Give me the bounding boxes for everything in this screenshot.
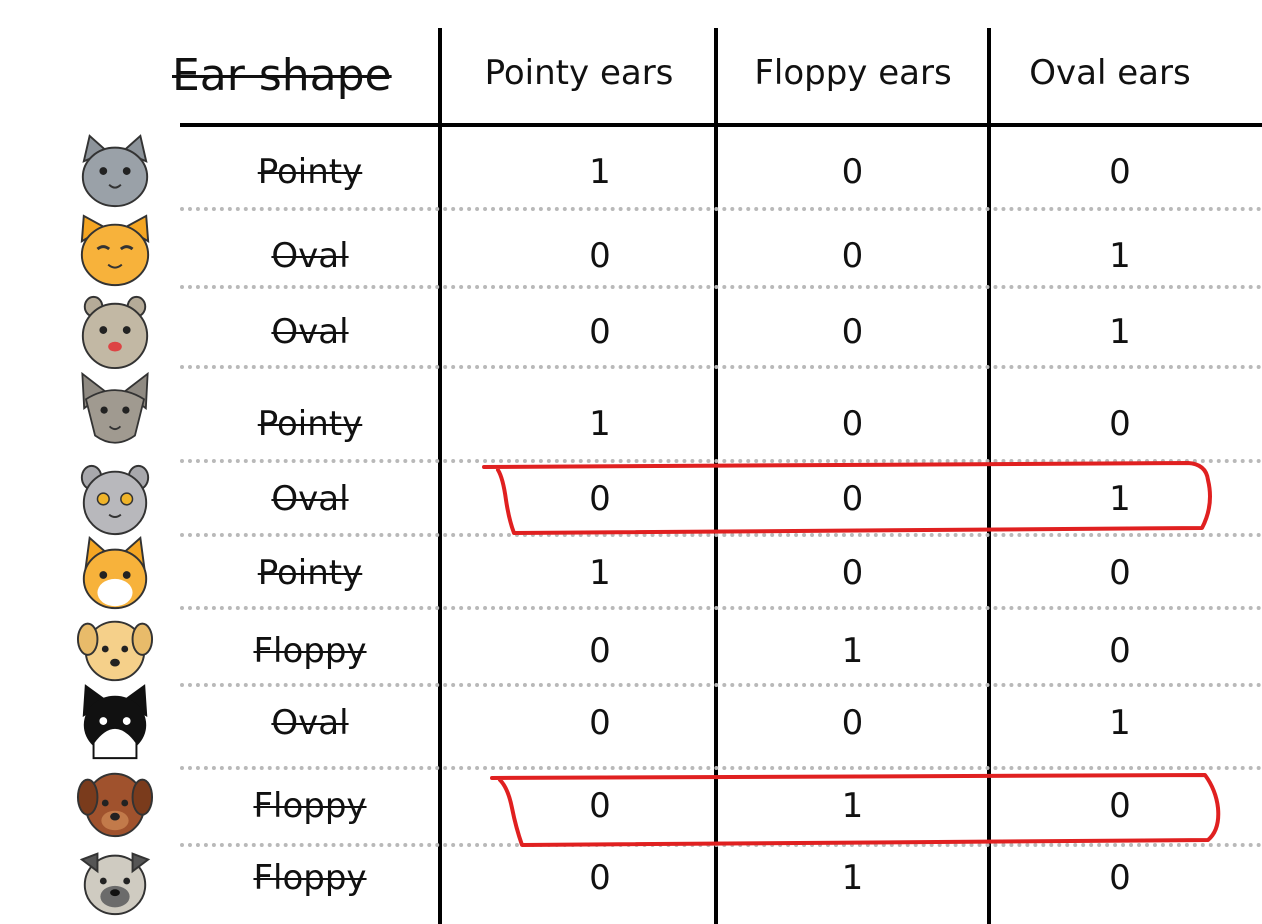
dog-pug-icon <box>79 852 151 916</box>
cat-tuxedo-icon <box>82 684 148 760</box>
floppy-value: 1 <box>841 786 864 826</box>
column-divider <box>987 28 991 924</box>
row-separator <box>180 843 1262 847</box>
ear-shape-cell: Oval <box>271 703 349 743</box>
row-separator <box>180 683 1262 687</box>
ear-shape-cell: Pointy <box>257 404 363 444</box>
ear-shape-cell: Floppy <box>253 786 367 826</box>
dog-tan-icon <box>76 620 154 682</box>
pointy-value: 0 <box>589 312 611 352</box>
ear-shape-cell: Pointy <box>257 553 363 593</box>
pointy-value: 0 <box>589 479 611 519</box>
pointy-value: 0 <box>589 703 611 743</box>
header-oval-ears: Oval ears <box>1029 53 1191 93</box>
row-separator <box>180 606 1262 610</box>
ear-shape-cell: Pointy <box>257 152 363 192</box>
oval-value: 1 <box>1109 312 1131 352</box>
floppy-value: 0 <box>841 312 864 352</box>
row-separator <box>180 365 1262 369</box>
dog-brown-icon <box>76 772 154 838</box>
row-separator <box>180 207 1262 211</box>
oval-value: 0 <box>1109 631 1131 671</box>
cat-gray-pointy-icon <box>81 372 149 444</box>
header-floppy-ears: Floppy ears <box>754 53 952 93</box>
oval-value: 0 <box>1109 553 1131 593</box>
ear-shape-cell: Floppy <box>253 631 367 671</box>
ear-shape-cell: Oval <box>271 479 349 519</box>
floppy-value: 1 <box>841 631 864 671</box>
floppy-value: 0 <box>841 152 864 192</box>
header-ear-shape: Ear shape <box>172 50 392 101</box>
pointy-value: 1 <box>589 553 611 593</box>
oval-value: 1 <box>1109 479 1131 519</box>
header-underline <box>180 123 1262 127</box>
cat-gray-round-icon <box>80 464 150 536</box>
oval-value: 1 <box>1109 703 1131 743</box>
oval-value: 0 <box>1109 152 1131 192</box>
pointy-value: 0 <box>589 236 611 276</box>
ear-shape-cell: Floppy <box>253 858 367 898</box>
header-pointy-ears: Pointy ears <box>484 53 674 93</box>
pointy-value: 1 <box>589 404 611 444</box>
cat-gray-icon <box>81 134 149 208</box>
row-separator <box>180 459 1262 463</box>
row-separator <box>180 533 1262 537</box>
oval-value: 0 <box>1109 858 1131 898</box>
cat-orange-icon <box>80 214 150 287</box>
ear-shape-cell: Oval <box>271 312 349 352</box>
floppy-value: 0 <box>841 404 864 444</box>
oval-value: 0 <box>1109 404 1131 444</box>
cat-tan-round-icon <box>81 295 149 370</box>
floppy-value: 0 <box>841 479 864 519</box>
column-divider <box>438 28 442 924</box>
oval-value: 1 <box>1109 236 1131 276</box>
pointy-value: 0 <box>589 786 611 826</box>
ear-shape-cell: Oval <box>271 236 349 276</box>
pointy-value: 0 <box>589 631 611 671</box>
cat-orange-white-icon <box>82 536 148 610</box>
row-separator <box>180 766 1262 770</box>
oval-value: 0 <box>1109 786 1131 826</box>
pointy-value: 1 <box>589 152 611 192</box>
floppy-value: 0 <box>841 703 864 743</box>
floppy-value: 0 <box>841 236 864 276</box>
floppy-value: 1 <box>841 858 864 898</box>
floppy-value: 0 <box>841 553 864 593</box>
pointy-value: 0 <box>589 858 611 898</box>
row-separator <box>180 285 1262 289</box>
